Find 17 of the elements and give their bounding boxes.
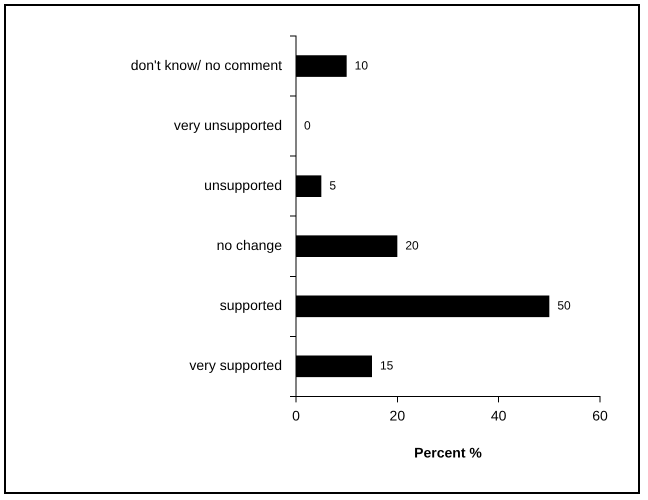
data-label: 5: [329, 178, 336, 192]
x-tick-label: 20: [390, 408, 406, 424]
data-label: 10: [354, 58, 368, 72]
y-tick-label: very unsupported: [174, 116, 282, 133]
y-tick-label: very supported: [189, 357, 282, 374]
y-tick-label: don't know/ no comment: [130, 56, 282, 73]
y-tick-label: no change: [216, 237, 282, 254]
data-label: 0: [304, 118, 311, 132]
x-tick-label: 0: [292, 408, 300, 424]
x-tick-label: 60: [592, 408, 608, 424]
data-label: 15: [380, 358, 394, 373]
y-tick-label: supported: [220, 297, 282, 314]
x-axis-title: Percent %: [414, 444, 482, 460]
data-label: 50: [557, 298, 572, 313]
data-label: 20: [405, 238, 420, 253]
x-tick-label: 40: [490, 408, 507, 424]
y-tick-label: unsupported: [204, 177, 282, 194]
